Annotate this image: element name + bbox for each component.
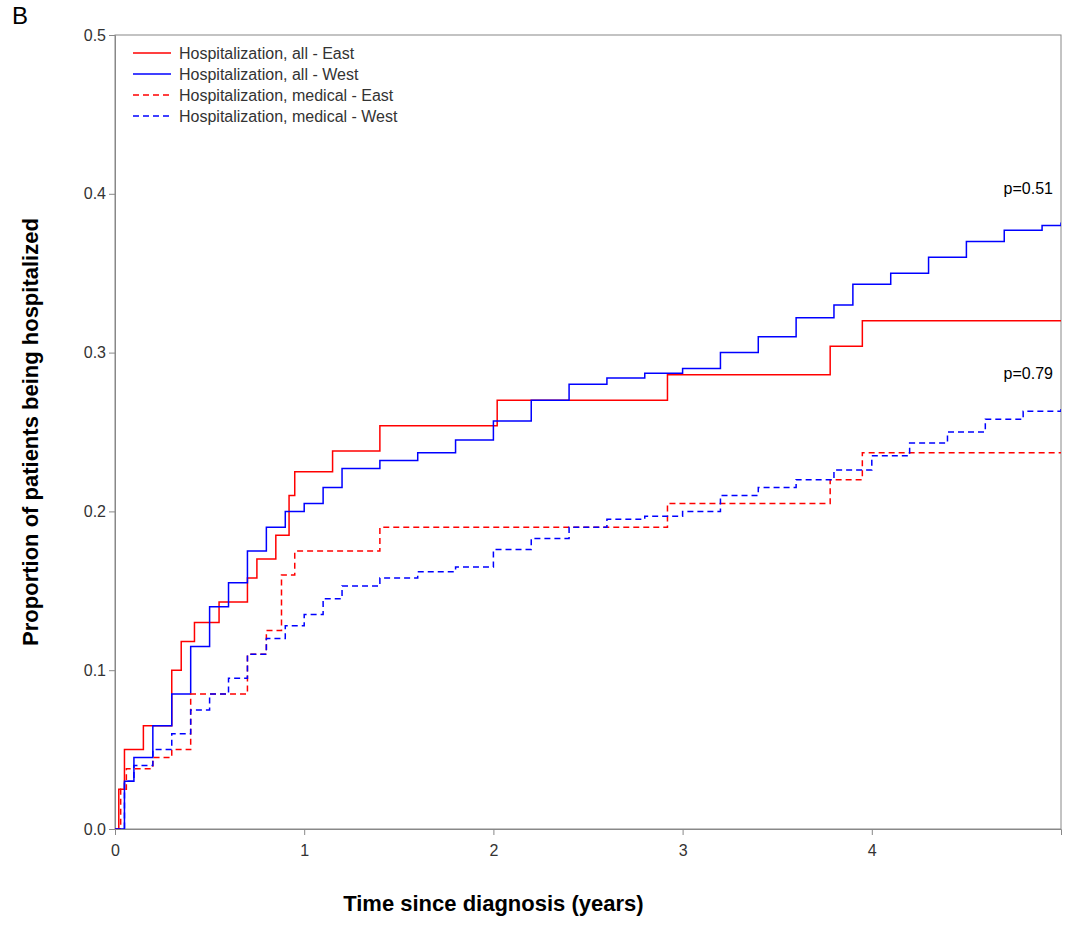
legend-label: Hospitalization, medical - West <box>179 108 398 125</box>
x-tick-label: 0 <box>111 842 120 859</box>
y-tick-mark <box>109 353 115 354</box>
x-axis: 0 1 2 3 4 <box>111 829 1061 859</box>
x-tick-label: 2 <box>489 842 498 859</box>
y-axis-title: Proportion of patients being hospitalize… <box>18 218 43 646</box>
legend-label: Hospitalization, all - East <box>179 45 355 62</box>
x-tick: 2 <box>489 829 498 859</box>
y-tick-label: 0.2 <box>84 503 106 520</box>
annotation: p=0.51 <box>1004 180 1053 197</box>
x-tick-label: 4 <box>868 842 877 859</box>
x-tick-mark <box>683 829 684 835</box>
legend-label: Hospitalization, all - West <box>179 66 359 83</box>
y-tick: 0.4 <box>84 185 115 202</box>
annotation: p=0.79 <box>1004 365 1053 382</box>
y-tick: 0.0 <box>84 821 115 838</box>
x-tick-mark <box>872 829 873 835</box>
x-tick: 3 <box>679 829 688 859</box>
x-tick: 4 <box>868 829 877 859</box>
series-line <box>115 453 1061 829</box>
legend: Hospitalization, all - East Hospitalizati… <box>133 45 398 125</box>
legend-item: Hospitalization, medical - West <box>133 108 398 125</box>
plot: 0 1 2 3 4 0.0 0.1 0.2 0.3 0.4 0.5 p=0.51 p=0.79 Hospi… <box>84 27 1062 859</box>
x-tick-mark <box>304 829 305 835</box>
legend-item: Hospitalization, all - West <box>133 66 359 83</box>
y-axis: 0.0 0.1 0.2 0.3 0.4 0.5 <box>84 27 116 838</box>
legend-item: Hospitalization, all - East <box>133 45 355 62</box>
legend-swatch <box>133 94 171 96</box>
series-line <box>115 407 1061 829</box>
y-tick-label: 0.3 <box>84 344 106 361</box>
legend-swatch <box>133 52 171 54</box>
x-tick: 1 <box>300 829 309 859</box>
y-tick: 0.3 <box>84 344 115 361</box>
series-lines <box>115 222 1061 829</box>
y-tick-mark <box>109 194 115 195</box>
x-tick-label: 1 <box>300 842 309 859</box>
y-axis-line <box>109 36 116 830</box>
chart: 0 1 2 3 4 0.0 0.1 0.2 0.3 0.4 0.5 p=0.51 p=0.79 Hospi… <box>0 0 1089 941</box>
x-axis-line <box>116 830 1062 836</box>
x-tick-label: 3 <box>679 842 688 859</box>
series-line <box>115 321 1061 829</box>
y-tick-mark <box>109 829 115 830</box>
legend-label: Hospitalization, medical - East <box>179 87 394 104</box>
series-line <box>115 222 1061 829</box>
legend-swatch <box>133 73 171 75</box>
y-tick-label: 0.5 <box>84 27 106 44</box>
y-tick: 0.5 <box>84 27 115 44</box>
y-tick-mark <box>109 35 115 36</box>
y-tick: 0.1 <box>84 662 115 679</box>
x-axis-title: Time since diagnosis (years) <box>343 891 643 916</box>
y-tick-mark <box>109 670 115 671</box>
legend-item: Hospitalization, medical - East <box>133 87 394 104</box>
x-tick: 0 <box>111 829 120 859</box>
panel-label: B <box>12 2 28 29</box>
y-tick-label: 0.4 <box>84 185 106 202</box>
legend-swatch <box>133 115 171 117</box>
y-tick-label: 0.1 <box>84 662 106 679</box>
y-tick-label: 0.0 <box>84 821 106 838</box>
y-tick-mark <box>109 511 115 512</box>
x-tick-mark <box>493 829 494 835</box>
y-tick: 0.2 <box>84 503 115 520</box>
plot-frame <box>115 35 1061 829</box>
